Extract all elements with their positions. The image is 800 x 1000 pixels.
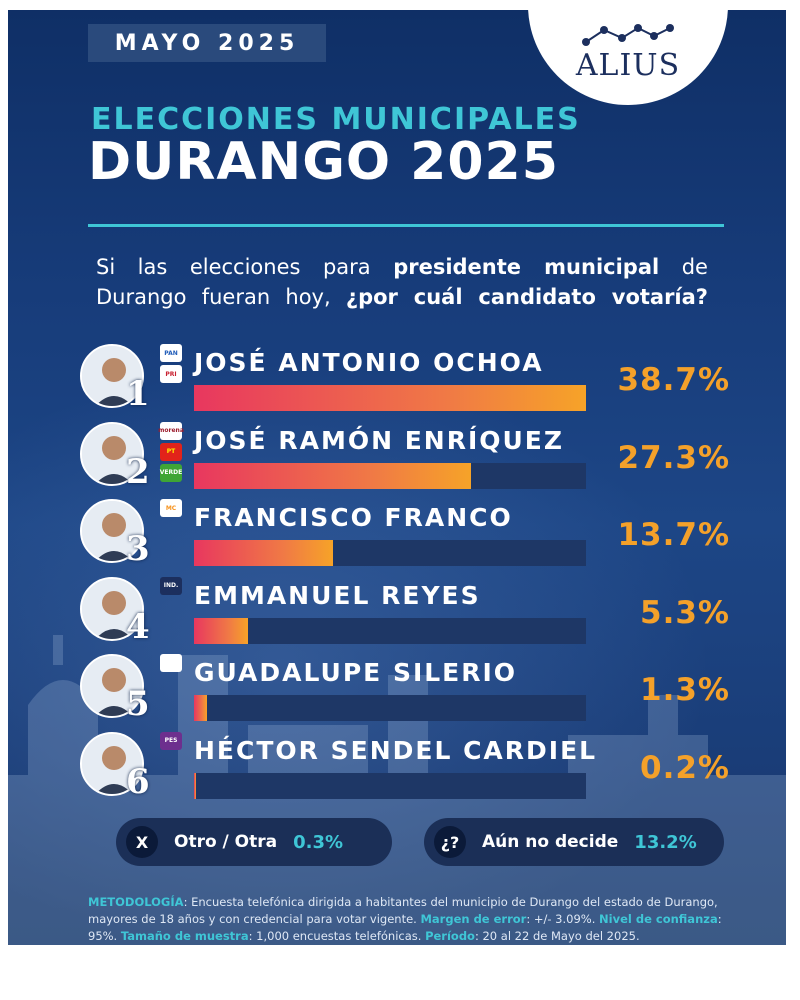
bar: [194, 462, 471, 489]
candidate-row: 3 MC FRANCISCO FRANCO 13.7%: [8, 499, 786, 579]
candidate-row: 6 PES HÉCTOR SENDEL CARDIEL 0.2%: [8, 731, 786, 812]
undecided-label: Aún no decide: [482, 832, 619, 852]
party-logos: [160, 654, 182, 672]
candidate-photo: [80, 344, 144, 408]
confidence-text: : 95%.: [88, 912, 722, 943]
margin-text: : +/- 3.09%.: [526, 912, 600, 926]
bar-track: [194, 617, 586, 644]
rank-number: 4: [126, 606, 150, 647]
question-text: Si las elecciones para: [96, 255, 394, 279]
question-mark-icon: ¿?: [434, 826, 466, 858]
x-icon: X: [126, 826, 158, 858]
bar: [194, 617, 248, 644]
percentage-label: 1.3%: [640, 672, 730, 708]
percentage-label: 38.7%: [617, 362, 730, 398]
period-text: : 20 al 22 de Mayo del 2025.: [474, 929, 640, 943]
percentage-label: 5.3%: [640, 594, 730, 631]
bar: [194, 385, 586, 411]
candidate-name: JOSÉ ANTONIO OCHOA: [194, 348, 544, 377]
candidate-name: GUADALUPE SILERIO: [194, 658, 518, 687]
percentage-label: 13.7%: [617, 517, 730, 553]
bar-track: [194, 695, 586, 721]
party-logos: morena PT VERDE: [158, 421, 184, 482]
question-emphasis: presidente municipal: [393, 255, 660, 279]
question-text: de Durango fueran hoy,: [96, 255, 708, 309]
sample-key: Tamaño de muestra: [120, 929, 249, 943]
candidate-photo: [80, 499, 144, 563]
rank-number: 2: [126, 451, 150, 492]
party-logos: MC: [160, 499, 182, 517]
pes-logo-icon: PES: [160, 731, 182, 750]
party-logos: IND.: [160, 576, 182, 595]
candidate-row: 1 PAN PRI JOSÉ ANTONIO OCHOA 38.7%: [8, 344, 786, 424]
verde-logo-icon: VERDE: [160, 463, 182, 482]
percentage-label: 27.3%: [617, 439, 730, 476]
methodology-key: METODOLOGÍA: [88, 895, 184, 909]
rank-number: 1: [126, 374, 150, 414]
candidate-name: FRANCISCO FRANCO: [194, 503, 513, 532]
bar: [194, 772, 197, 799]
page-title: DURANGO 2025: [88, 132, 559, 192]
methodology-text: : Encuesta telefónica dirigida a habitan…: [88, 895, 718, 926]
bar-track: [194, 385, 586, 411]
candidate-photo: [80, 654, 144, 718]
party-logos: PAN PRI: [160, 344, 182, 383]
question-emphasis: ¿por cuál candidato votaría?: [345, 285, 708, 309]
pan-logo-icon: PAN: [160, 344, 182, 362]
bar-track: [194, 462, 586, 489]
alius-logo: ALIUS: [528, 10, 728, 105]
logo-text: ALIUS: [575, 48, 681, 83]
candidate-name: HÉCTOR SENDEL CARDIEL: [194, 735, 598, 765]
candidate-photo: [80, 421, 144, 486]
other-label: Otro / Otra: [174, 832, 278, 852]
page-subtitle: ELECCIONES MUNICIPALES: [91, 102, 581, 137]
methodology-note: METODOLOGÍA: Encuesta telefónica dirigid…: [88, 894, 732, 945]
rank-number: 5: [126, 684, 150, 724]
candidate-photo: [80, 731, 144, 796]
candidate-row: 5 GUADALUPE SILERIO 1.3%: [8, 654, 786, 734]
bar-track: [194, 772, 586, 799]
party-logos: PES: [160, 731, 182, 750]
candidate-row: 2 morena PT VERDE JOSÉ RAMÓN ENRÍQUEZ 27.3%: [8, 421, 786, 502]
sample-text: : 1,000 encuestas telefónicas.: [248, 929, 426, 943]
bar-track: [194, 540, 586, 566]
date-tag: MAYO 2025: [88, 24, 326, 62]
survey-question: Si las elecciones para presidente munici…: [96, 252, 708, 312]
candidate-row: 4 IND. EMMANUEL REYES 5.3%: [8, 576, 786, 657]
innovacion-logo-icon: [160, 654, 182, 672]
period-key: Período: [425, 929, 475, 943]
pri-logo-icon: PRI: [160, 365, 182, 383]
other-candidate-pill: X Otro / Otra 0.3%: [116, 818, 392, 866]
other-value: 0.3%: [293, 831, 344, 853]
rank-number: 3: [126, 529, 150, 569]
independent-logo-icon: IND.: [160, 576, 182, 595]
candidate-name: EMMANUEL REYES: [194, 580, 481, 610]
infographic-frame: MAYO 2025 ALIUS ELECCIONES MUNICIPALES D…: [8, 10, 786, 945]
margin-key: Margen de error: [420, 912, 527, 926]
bar: [194, 540, 333, 566]
morena-logo-icon: morena: [158, 421, 184, 440]
rank-number: 6: [126, 761, 150, 802]
candidate-name: JOSÉ RAMÓN ENRÍQUEZ: [194, 425, 565, 455]
bar: [194, 695, 208, 721]
percentage-label: 0.2%: [640, 749, 730, 786]
undecided-value: 13.2%: [634, 831, 697, 853]
undecided-pill: ¿? Aún no decide 13.2%: [424, 818, 724, 866]
candidate-photo: [80, 576, 144, 641]
network-dots-icon: [582, 24, 674, 46]
confidence-key: Nivel de confianza: [599, 912, 718, 926]
divider-line: [88, 224, 724, 227]
pt-logo-icon: PT: [160, 442, 182, 461]
mc-logo-icon: MC: [160, 499, 182, 517]
